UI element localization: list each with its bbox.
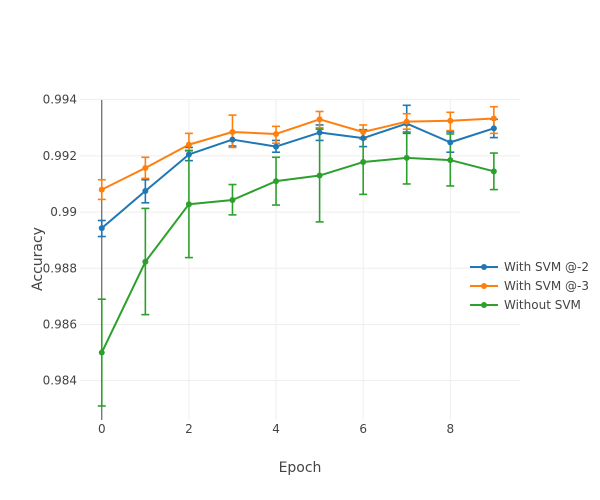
data-point[interactable] [185, 151, 192, 158]
x-axis-title: Epoch [279, 460, 322, 476]
data-point[interactable] [360, 135, 367, 142]
data-point[interactable] [490, 115, 497, 122]
data-point[interactable] [142, 164, 149, 171]
y-tick-label: 0.988 [43, 261, 77, 275]
y-tick-label: 0.986 [43, 317, 77, 331]
data-point[interactable] [316, 116, 323, 123]
data-point[interactable] [98, 186, 105, 193]
legend-item[interactable]: With SVM @-3 [470, 279, 589, 293]
data-point[interactable] [490, 168, 497, 175]
y-tick-label: 0.992 [43, 149, 77, 163]
data-point[interactable] [447, 117, 454, 124]
data-point[interactable] [185, 201, 192, 208]
series-line [101, 117, 494, 191]
error-bars [97, 104, 498, 407]
data-point[interactable] [142, 187, 149, 194]
error-bar-group [97, 128, 498, 407]
axes: 0.984 0.986 0.988 0.99 0.992 0.994 0 2 4 6 8 [43, 93, 454, 436]
y-tick-label: 0.994 [43, 93, 77, 107]
data-point[interactable] [360, 159, 367, 166]
data-point[interactable] [403, 118, 410, 125]
data-point[interactable] [273, 143, 280, 150]
x-tick-label: 2 [185, 422, 193, 436]
y-tick-label: 0.99 [50, 205, 77, 219]
data-point[interactable] [229, 136, 236, 143]
series-line [100, 156, 495, 353]
series-lines [98, 115, 497, 356]
data-point[interactable] [447, 157, 454, 164]
x-tick-label: 8 [446, 422, 454, 436]
data-point[interactable] [229, 196, 236, 203]
data-point[interactable] [403, 154, 410, 161]
legend-swatch-marker [481, 302, 487, 308]
data-point[interactable] [98, 225, 105, 232]
series-group [98, 154, 497, 356]
series-line [101, 122, 495, 229]
data-point[interactable] [273, 178, 280, 185]
error-bar-group [97, 104, 498, 238]
data-point[interactable] [142, 258, 149, 265]
data-point[interactable] [273, 130, 280, 137]
legend-label: With SVM @-3 [504, 279, 589, 293]
x-tick-label: 6 [359, 422, 367, 436]
data-point[interactable] [447, 139, 454, 146]
legend-item[interactable]: With SVM @-2 [470, 260, 589, 274]
legend[interactable]: With SVM @-2 With SVM @-3 Without SVM [470, 260, 589, 312]
data-point[interactable] [229, 128, 236, 135]
series-group [98, 120, 497, 232]
legend-item[interactable]: Without SVM [470, 298, 581, 312]
legend-swatch-marker [481, 283, 487, 289]
data-point[interactable] [360, 128, 367, 135]
x-tick-label: 4 [272, 422, 280, 436]
data-point[interactable] [490, 125, 497, 132]
y-axis-title: Accuracy [30, 227, 46, 291]
legend-label: With SVM @-2 [504, 260, 589, 274]
data-point[interactable] [98, 349, 105, 356]
x-tick-label: 0 [98, 422, 106, 436]
data-point[interactable] [316, 172, 323, 179]
data-point[interactable] [316, 129, 323, 136]
legend-swatch-marker [481, 264, 487, 270]
legend-label: Without SVM [504, 298, 581, 312]
series-group [98, 115, 497, 193]
data-point[interactable] [185, 141, 192, 148]
y-tick-label: 0.984 [43, 374, 77, 388]
